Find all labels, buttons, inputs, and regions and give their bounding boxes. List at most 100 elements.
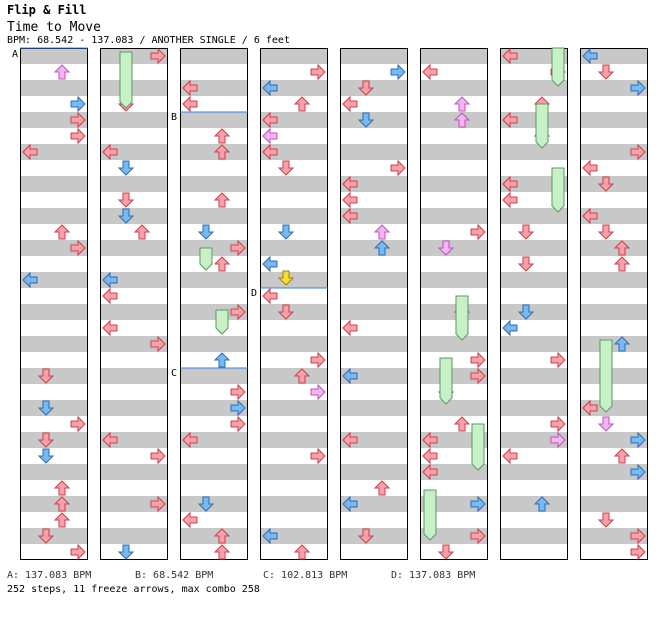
- right-arrow-icon: [230, 239, 246, 257]
- up-arrow-icon: [213, 192, 231, 208]
- up-arrow-icon: [453, 96, 471, 112]
- right-arrow-icon: [630, 543, 646, 561]
- left-arrow-icon: [422, 463, 438, 481]
- left-arrow-icon: [342, 431, 358, 449]
- down-arrow-icon: [197, 224, 215, 240]
- right-arrow-icon: [70, 111, 86, 129]
- up-arrow-icon: [53, 224, 71, 240]
- left-arrow-icon: [342, 175, 358, 193]
- down-arrow-icon: [277, 304, 295, 320]
- bpm-marker-a: A: [12, 49, 18, 60]
- chart-title: Flip & Fill: [7, 3, 87, 17]
- left-arrow-icon: [342, 207, 358, 225]
- chart-column: [340, 48, 408, 560]
- down-arrow-icon: [517, 256, 535, 272]
- down-arrow-icon: [37, 368, 55, 384]
- left-arrow-icon: [262, 79, 278, 97]
- right-arrow-icon: [150, 447, 166, 465]
- right-arrow-icon: [150, 335, 166, 353]
- freeze-arrow: [215, 309, 229, 335]
- right-arrow-icon: [470, 223, 486, 241]
- up-arrow-icon: [373, 480, 391, 496]
- left-arrow-icon: [342, 95, 358, 113]
- left-arrow-icon: [102, 319, 118, 337]
- left-arrow-icon: [582, 159, 598, 177]
- bpm-legend-d: D: 137.083 BPM: [391, 570, 476, 581]
- down-arrow-icon: [597, 224, 615, 240]
- bpm-marker-c: C: [171, 368, 177, 379]
- left-arrow-icon: [502, 191, 518, 209]
- bpm-legend-a: A: 137.083 BPM: [7, 570, 92, 581]
- left-arrow-icon: [262, 111, 278, 129]
- right-arrow-icon: [310, 63, 326, 81]
- right-arrow-icon: [230, 399, 246, 417]
- right-arrow-icon: [390, 159, 406, 177]
- right-arrow-icon: [630, 463, 646, 481]
- left-arrow-icon: [342, 191, 358, 209]
- up-arrow-icon: [453, 112, 471, 128]
- up-arrow-icon: [53, 64, 71, 80]
- right-arrow-icon: [630, 431, 646, 449]
- bpm-legend-b: B: 68.542 BPM: [135, 570, 214, 581]
- up-arrow-icon: [293, 96, 311, 112]
- freeze-arrow: [199, 247, 213, 271]
- left-arrow-icon: [262, 255, 278, 273]
- left-arrow-icon: [342, 495, 358, 513]
- down-arrow-icon: [597, 176, 615, 192]
- right-arrow-icon: [470, 351, 486, 369]
- left-arrow-icon: [502, 175, 518, 193]
- left-arrow-icon: [262, 527, 278, 545]
- down-arrow-icon: [117, 160, 135, 176]
- down-arrow-icon: [277, 270, 295, 286]
- right-arrow-icon: [70, 95, 86, 113]
- chart-info: BPM: 68.542 - 137.083 / ANOTHER SINGLE /…: [7, 35, 290, 46]
- chart-column: [580, 48, 648, 560]
- bpm-legend-c: C: 102.813 BPM: [263, 570, 348, 581]
- up-arrow-icon: [293, 368, 311, 384]
- left-arrow-icon: [182, 79, 198, 97]
- up-arrow-icon: [613, 240, 631, 256]
- right-arrow-icon: [550, 415, 566, 433]
- chart-column: [100, 48, 168, 560]
- up-arrow-icon: [213, 544, 231, 560]
- freeze-arrow: [439, 357, 453, 405]
- down-arrow-icon: [597, 416, 615, 432]
- right-arrow-icon: [630, 79, 646, 97]
- down-arrow-icon: [597, 64, 615, 80]
- up-arrow-icon: [53, 496, 71, 512]
- down-arrow-icon: [117, 544, 135, 560]
- song-name: Time to Move: [7, 20, 101, 35]
- chart-column: [180, 48, 248, 560]
- up-arrow-icon: [213, 528, 231, 544]
- right-arrow-icon: [70, 543, 86, 561]
- right-arrow-icon: [70, 127, 86, 145]
- left-arrow-icon: [182, 431, 198, 449]
- chart-summary: 252 steps, 11 freeze arrows, max combo 2…: [7, 584, 260, 595]
- down-arrow-icon: [37, 432, 55, 448]
- right-arrow-icon: [310, 383, 326, 401]
- left-arrow-icon: [102, 431, 118, 449]
- left-arrow-icon: [502, 111, 518, 129]
- chart-column: [260, 48, 328, 560]
- left-arrow-icon: [102, 271, 118, 289]
- down-arrow-icon: [197, 496, 215, 512]
- up-arrow-icon: [213, 352, 231, 368]
- right-arrow-icon: [310, 447, 326, 465]
- left-arrow-icon: [582, 399, 598, 417]
- down-arrow-icon: [357, 528, 375, 544]
- down-arrow-icon: [277, 160, 295, 176]
- left-arrow-icon: [502, 447, 518, 465]
- right-arrow-icon: [310, 351, 326, 369]
- down-arrow-icon: [517, 304, 535, 320]
- left-arrow-icon: [582, 207, 598, 225]
- down-arrow-icon: [357, 112, 375, 128]
- right-arrow-icon: [550, 431, 566, 449]
- right-arrow-icon: [230, 415, 246, 433]
- down-arrow-icon: [37, 448, 55, 464]
- left-arrow-icon: [422, 447, 438, 465]
- right-arrow-icon: [630, 527, 646, 545]
- left-arrow-icon: [102, 143, 118, 161]
- freeze-arrow: [535, 103, 549, 149]
- right-arrow-icon: [470, 495, 486, 513]
- freeze-arrow: [455, 295, 469, 341]
